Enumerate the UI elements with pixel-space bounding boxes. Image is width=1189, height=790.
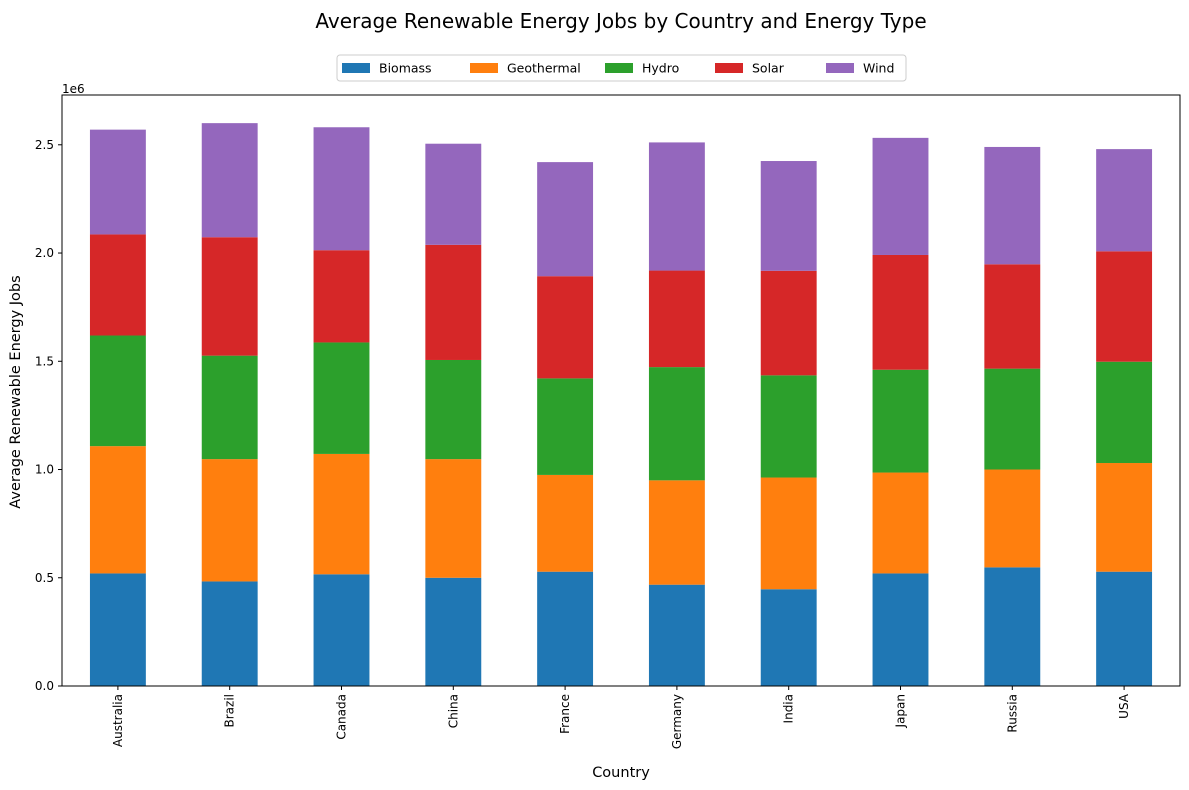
legend-swatch-geothermal (470, 63, 498, 73)
x-tick-label-brazil: Brazil (223, 694, 237, 728)
x-tick-label-russia: Russia (1005, 694, 1019, 733)
bar-solar-brazil (201, 237, 258, 356)
plot-area: 0.0 0.5 1.0 1.5 2.0 2.5 Australia Brazil Canada… (35, 94, 1181, 749)
bar-wind-china (425, 143, 482, 245)
bar-hydro-canada (313, 342, 370, 454)
bar-geothermal-japan (872, 472, 929, 574)
legend-swatch-solar (715, 63, 743, 73)
bar-solar-france (537, 276, 594, 379)
bar-hydro-australia (89, 335, 146, 447)
bar-geothermal-usa (1096, 463, 1153, 572)
bar-wind-usa (1096, 149, 1153, 252)
y-tick-label: 0.0 (35, 679, 54, 693)
bar-geothermal-brazil (201, 459, 258, 582)
x-tick-label-canada: Canada (335, 694, 349, 740)
bar-hydro-india (760, 375, 817, 478)
bar-biomass-germany (648, 584, 705, 686)
bar-biomass-usa (1096, 571, 1153, 686)
legend-label-wind: Wind (863, 61, 894, 76)
x-axis: Australia Brazil Canada China France Germany I… (111, 686, 1131, 749)
bar-wind-canada (313, 127, 370, 251)
bar-wind-germany (648, 142, 705, 271)
bar-hydro-russia (984, 368, 1041, 470)
x-tick-label-france: France (558, 694, 572, 734)
bar-wind-russia (984, 146, 1041, 265)
x-tick-label-india: India (782, 694, 796, 723)
bar-geothermal-france (537, 474, 594, 572)
bar-hydro-china (425, 359, 482, 460)
bar-geothermal-australia (89, 446, 146, 574)
chart-title: Average Renewable Energy Jobs by Country… (315, 9, 926, 33)
bar-biomass-canada (313, 574, 370, 686)
bar-wind-india (760, 161, 817, 271)
bar-biomass-china (425, 577, 482, 686)
bar-biomass-france (537, 571, 594, 686)
bars-layer (89, 123, 1153, 686)
y-axis: 0.0 0.5 1.0 1.5 2.0 2.5 (35, 138, 62, 693)
bar-wind-brazil (201, 123, 258, 238)
bar-biomass-russia (984, 567, 1041, 686)
bar-solar-germany (648, 270, 705, 368)
bar-biomass-japan (872, 573, 929, 686)
legend-label-biomass: Biomass (379, 61, 432, 76)
bar-geothermal-germany (648, 480, 705, 585)
bar-wind-japan (872, 137, 929, 255)
y-scale-label: 1e6 (62, 82, 85, 96)
legend-swatch-biomass (342, 63, 370, 73)
bar-geothermal-russia (984, 469, 1041, 568)
legend-label-hydro: Hydro (642, 61, 679, 76)
x-tick-label-japan: Japan (894, 694, 908, 728)
bar-geothermal-canada (313, 453, 370, 575)
bar-solar-india (760, 270, 817, 376)
bar-wind-france (537, 162, 594, 277)
bar-biomass-india (760, 589, 817, 686)
bar-hydro-germany (648, 367, 705, 481)
bar-solar-russia (984, 264, 1041, 369)
y-tick-label: 2.0 (35, 246, 54, 260)
y-tick-label: 1.5 (35, 354, 54, 368)
bar-solar-japan (872, 254, 929, 370)
bar-solar-australia (89, 234, 146, 336)
y-tick-label: 1.0 (35, 463, 54, 477)
bar-hydro-japan (872, 369, 929, 473)
bar-biomass-australia (89, 573, 146, 686)
bar-biomass-brazil (201, 581, 258, 686)
bar-wind-australia (89, 129, 146, 235)
y-axis-label: Average Renewable Energy Jobs (8, 275, 24, 508)
legend-label-geothermal: Geothermal (507, 61, 581, 76)
bar-geothermal-india (760, 477, 817, 590)
bar-solar-usa (1096, 251, 1153, 362)
y-tick-label: 0.5 (35, 571, 54, 585)
plot-frame (61, 94, 1181, 687)
bar-hydro-brazil (201, 355, 258, 460)
x-tick-label-usa: USA (1117, 693, 1131, 719)
legend-label-solar: Solar (752, 61, 785, 76)
bar-geothermal-china (425, 459, 482, 578)
x-axis-label: Country (592, 765, 650, 781)
x-tick-label-china: China (446, 694, 460, 728)
legend: Biomass Geothermal Hydro Solar Wind (336, 54, 907, 82)
x-tick-label-germany: Germany (670, 694, 684, 749)
bar-hydro-usa (1096, 361, 1153, 464)
bar-hydro-france (537, 378, 594, 475)
y-tick-label: 2.5 (35, 138, 54, 152)
x-tick-label-australia: Australia (111, 694, 125, 747)
legend-swatch-wind (826, 63, 854, 73)
legend-swatch-hydro (605, 63, 633, 73)
bar-solar-china (425, 244, 482, 360)
bar-solar-canada (313, 250, 370, 343)
